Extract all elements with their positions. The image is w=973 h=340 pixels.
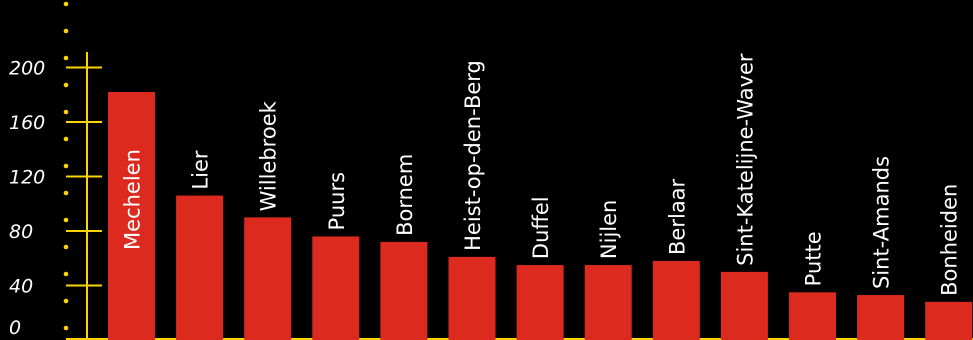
category-label: Mechelen [121, 149, 145, 250]
edge-dot [63, 136, 69, 142]
category-label: Putte [802, 231, 826, 286]
category-label: Sint-Katelijne-Waver [733, 53, 757, 266]
bar [584, 265, 632, 340]
y-tick-label: 120 [9, 167, 45, 189]
bar [176, 195, 224, 340]
y-tick-label: 200 [9, 58, 45, 80]
category-label: Bonheiden [938, 184, 962, 296]
category-label: Berlaar [665, 178, 689, 255]
category-label: Heist-op-den-Berg [461, 60, 485, 251]
y-tick-label: 160 [9, 112, 45, 134]
bar [380, 241, 428, 340]
bar [312, 236, 360, 340]
edge-dot [63, 109, 69, 115]
bars [108, 92, 973, 340]
y-tick-label: 0 [9, 317, 21, 339]
bar [857, 295, 905, 340]
category-label: Sint-Amands [870, 156, 894, 289]
edge-dot [63, 28, 69, 34]
bar [652, 260, 700, 340]
edge-dot [63, 325, 69, 331]
bar [925, 301, 973, 340]
category-label: Lier [189, 150, 213, 189]
y-tick-label: 40 [9, 276, 33, 298]
bar [244, 217, 292, 340]
bar [448, 256, 496, 340]
category-label: Bornem [393, 154, 417, 236]
edge-dot [63, 271, 69, 277]
y-tick-label: 80 [9, 221, 33, 243]
bar [108, 92, 155, 340]
bar [720, 271, 768, 340]
edge-dot [63, 298, 69, 304]
edge-dot [63, 190, 69, 196]
edge-dot [63, 82, 69, 88]
edge-dot [63, 55, 69, 61]
edge-dot [63, 217, 69, 223]
bar [789, 292, 836, 340]
edge-dot [63, 1, 69, 7]
bar-labels: Mechelen Lier Willebroek Puurs Bornem Heist-o… [121, 53, 962, 296]
category-label: Puurs [325, 172, 349, 231]
left-edge-dots [63, 1, 69, 331]
edge-dot [63, 244, 69, 250]
edge-dot [63, 163, 69, 169]
category-label: Nijlen [597, 200, 621, 259]
category-label: Duffel [529, 196, 553, 259]
bar [516, 265, 564, 340]
y-axis: 0 40 80 120 160 200 [9, 52, 102, 340]
category-label: Willebroek [257, 100, 281, 211]
